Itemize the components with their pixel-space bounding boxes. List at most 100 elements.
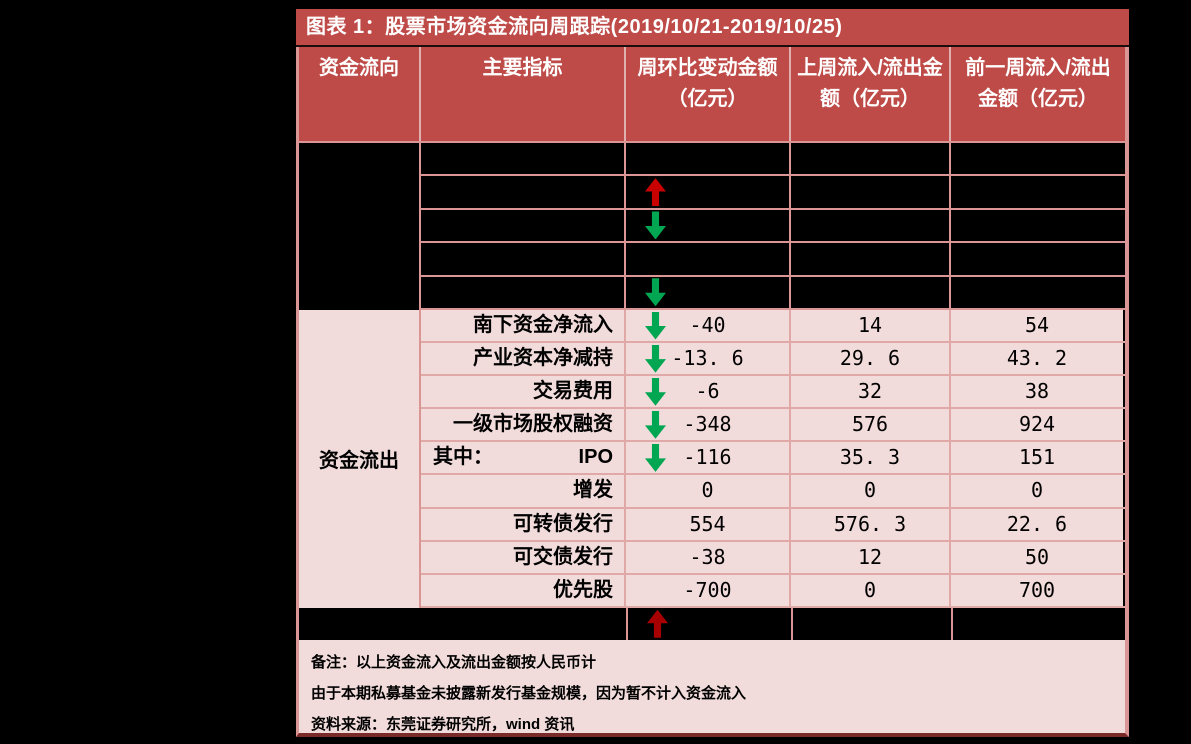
redacted-table-row bbox=[421, 143, 1125, 177]
prev-week-value: 700 bbox=[951, 574, 1123, 606]
last-week-value: 32 bbox=[791, 376, 951, 408]
redacted-cell bbox=[791, 176, 951, 208]
redacted-cell bbox=[626, 243, 791, 275]
prev-week-value: 0 bbox=[951, 475, 1123, 507]
table-row: 南下资金净流入 -40 14 54 bbox=[421, 309, 1125, 344]
redacted-cell bbox=[626, 176, 791, 208]
column-header-last-week: 上周流入/流出金额（亿元） bbox=[791, 47, 951, 141]
redacted-cell bbox=[421, 176, 626, 208]
last-week-value: 0 bbox=[791, 475, 951, 507]
down-arrow-icon bbox=[645, 377, 666, 406]
column-header-indicator: 主要指标 bbox=[421, 47, 626, 141]
redacted-table-row bbox=[421, 176, 1125, 210]
change-text: -6 bbox=[695, 379, 720, 404]
redacted-table-row bbox=[421, 209, 1125, 244]
indicator-label: 一级市场股权融资 bbox=[421, 409, 626, 441]
table-row: 一级市场股权融资 -348 576 924 bbox=[421, 409, 1125, 443]
prev-week-value: 43. 2 bbox=[951, 343, 1123, 375]
redacted-cell bbox=[951, 276, 1123, 308]
redacted-table-row bbox=[421, 243, 1125, 277]
indicator-prefix: 其中： bbox=[433, 446, 493, 469]
table-title: 图表 1：股票市场资金流向周跟踪(2019/10/21-2019/10/25) bbox=[296, 9, 1129, 47]
prev-week-value: 151 bbox=[951, 442, 1123, 474]
redacted-cell bbox=[421, 209, 626, 242]
wow-change-value: -116 bbox=[626, 442, 791, 474]
table-row: 可转债发行 554 576. 3 22. 6 bbox=[421, 508, 1125, 542]
prev-week-value: 924 bbox=[951, 409, 1123, 441]
indicator-text: IPO bbox=[578, 446, 613, 469]
redacted-cell bbox=[951, 209, 1123, 242]
indicator-label: 优先股 bbox=[421, 574, 626, 606]
redacted-table-row bbox=[421, 276, 1125, 310]
redacted-cell bbox=[626, 143, 791, 175]
down-arrow-icon bbox=[645, 278, 666, 307]
change-text: -116 bbox=[683, 445, 732, 470]
table-row: 产业资本净减持 -13. 6 29. 6 43. 2 bbox=[421, 343, 1125, 377]
indicator-label: 交易费用 bbox=[421, 376, 626, 408]
prev-week-value: 22. 6 bbox=[951, 508, 1123, 540]
redacted-cell bbox=[791, 143, 951, 175]
column-header-flow-direction: 资金流向 bbox=[299, 47, 421, 141]
redacted-cell bbox=[791, 276, 951, 308]
table-header-row: 资金流向 主要指标 周环比变动金额（亿元） 上周流入/流出金额（亿元） 前一周流… bbox=[296, 47, 1129, 141]
outflow-section: 资金流出 南下资金净流入 -40 14 54 产业资本净减持 -13. 6 bbox=[296, 309, 1129, 608]
source-line: 资料来源：东莞证券研究所，wind 资讯 bbox=[311, 715, 575, 733]
up-arrow-icon bbox=[645, 178, 666, 207]
table-row: 优先股 -700 0 700 bbox=[421, 574, 1125, 608]
down-arrow-icon bbox=[645, 443, 666, 472]
table-footnotes: 备注：以上资金流入及流出金额按人民币计 由于本期私募基金未披露新发行基金规模，因… bbox=[296, 639, 1129, 737]
redacted-cell bbox=[421, 276, 626, 308]
last-week-value: 0 bbox=[791, 574, 951, 606]
table-row: 可交债发行 -38 12 50 bbox=[421, 541, 1125, 575]
wow-change-value: -348 bbox=[626, 409, 791, 441]
down-arrow-icon bbox=[645, 211, 666, 240]
column-header-prev-week: 前一周流入/流出金额（亿元） bbox=[965, 57, 1111, 110]
note-line: 备注：以上资金流入及流出金额按人民币计 bbox=[311, 653, 597, 671]
prev-week-value: 38 bbox=[951, 376, 1123, 408]
redacted-cell bbox=[299, 607, 628, 640]
column-header-wow-change: 周环比变动金额（亿元） bbox=[626, 47, 791, 141]
redacted-cell bbox=[953, 608, 1125, 640]
change-text: -13. 6 bbox=[671, 346, 744, 371]
blacked-out-inflow-section bbox=[296, 141, 1129, 310]
redacted-group-cell bbox=[299, 143, 421, 310]
table-row: 增发 0 0 0 bbox=[421, 475, 1125, 509]
prev-week-value: 54 bbox=[951, 309, 1123, 342]
wow-change-value: 554 bbox=[626, 508, 791, 540]
prev-week-value: 50 bbox=[951, 541, 1123, 573]
redacted-cell bbox=[626, 276, 791, 308]
wow-change-value: -38 bbox=[626, 541, 791, 573]
indicator-label: 其中： IPO bbox=[421, 442, 626, 474]
down-arrow-icon bbox=[645, 410, 666, 439]
note-line: 由于本期私募基金未披露新发行基金规模，因为暂不计入资金流入 bbox=[311, 684, 747, 702]
change-text: -348 bbox=[683, 412, 732, 437]
indicator-label: 可转债发行 bbox=[421, 508, 626, 540]
redacted-cell bbox=[951, 243, 1123, 275]
indicator-label: 南下资金净流入 bbox=[421, 309, 626, 342]
last-week-value: 14 bbox=[791, 309, 951, 342]
group-label-outflow: 资金流出 bbox=[299, 309, 421, 608]
wow-change-value: 0 bbox=[626, 475, 791, 507]
indicator-label: 产业资本净减持 bbox=[421, 343, 626, 375]
last-week-value: 12 bbox=[791, 541, 951, 573]
redacted-cell bbox=[791, 209, 951, 242]
redacted-cell bbox=[628, 607, 793, 640]
redacted-cell bbox=[791, 243, 951, 275]
redacted-cell bbox=[793, 607, 953, 640]
redacted-cell bbox=[626, 209, 791, 242]
redacted-cell bbox=[421, 243, 626, 275]
last-week-value: 35. 3 bbox=[791, 442, 951, 474]
redacted-cell bbox=[421, 143, 626, 175]
fund-flow-table: 图表 1：股票市场资金流向周跟踪(2019/10/21-2019/10/25) … bbox=[296, 9, 1129, 737]
table-row: 交易费用 -6 32 38 bbox=[421, 376, 1125, 410]
wow-change-value: -6 bbox=[626, 376, 791, 408]
indicator-label: 可交债发行 bbox=[421, 541, 626, 573]
down-arrow-icon bbox=[645, 344, 666, 373]
blacked-out-total-row bbox=[296, 607, 1129, 640]
wow-change-value: -40 bbox=[626, 309, 791, 342]
up-arrow-icon bbox=[647, 609, 668, 638]
last-week-value: 576. 3 bbox=[791, 508, 951, 540]
redacted-cell bbox=[951, 143, 1123, 175]
down-arrow-icon bbox=[645, 311, 666, 340]
